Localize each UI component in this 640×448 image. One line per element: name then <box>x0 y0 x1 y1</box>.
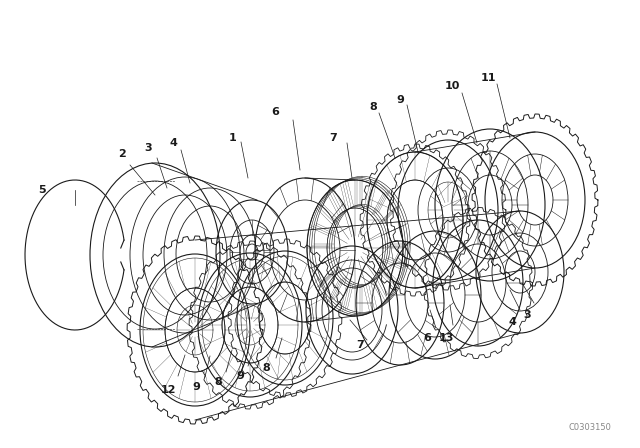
Text: C0303150: C0303150 <box>568 423 611 432</box>
Text: 9: 9 <box>192 382 200 392</box>
Text: 13: 13 <box>438 333 454 343</box>
Text: 11: 11 <box>480 73 496 83</box>
Text: 2: 2 <box>118 149 126 159</box>
Text: 3: 3 <box>144 143 152 153</box>
Text: 7: 7 <box>356 340 364 350</box>
Text: 4: 4 <box>169 138 177 148</box>
Text: 6: 6 <box>271 107 279 117</box>
Text: 10: 10 <box>444 81 460 91</box>
Text: 9: 9 <box>236 371 244 381</box>
Text: 7: 7 <box>329 133 337 143</box>
Text: 8: 8 <box>369 102 377 112</box>
Text: 8: 8 <box>214 377 222 387</box>
Text: 4: 4 <box>508 317 516 327</box>
Text: 5: 5 <box>38 185 46 195</box>
Text: 1: 1 <box>229 133 237 143</box>
Text: 12: 12 <box>160 385 176 395</box>
Text: 3: 3 <box>523 310 531 320</box>
Text: 9: 9 <box>396 95 404 105</box>
Text: 6: 6 <box>423 333 431 343</box>
Text: 8: 8 <box>262 363 270 373</box>
